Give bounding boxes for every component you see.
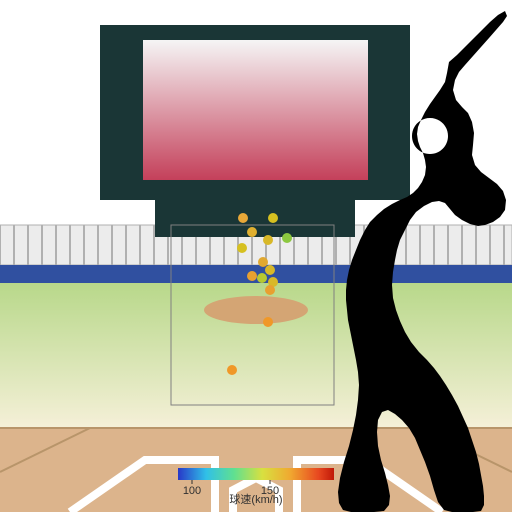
scoreboard-panel [143, 40, 368, 180]
pitch-point [227, 365, 237, 375]
colorbar-axis-label: 球速(km/h) [229, 492, 282, 506]
pitch-point [247, 271, 257, 281]
pitch-point [237, 243, 247, 253]
mound [204, 296, 308, 324]
pitch-point [265, 285, 275, 295]
pitch-point [268, 213, 278, 223]
pitch-point [257, 273, 267, 283]
pitch-point [263, 317, 273, 327]
pitch-point [247, 227, 257, 237]
pitch-point [238, 213, 248, 223]
colorbar-tick-label: 100 [183, 485, 201, 497]
pitch-chart: 100150球速(km/h) [0, 0, 512, 512]
pitch-point [263, 235, 273, 245]
pitch-point [282, 233, 292, 243]
colorbar [178, 468, 334, 480]
pitch-point [265, 265, 275, 275]
pitch-point [258, 257, 268, 267]
